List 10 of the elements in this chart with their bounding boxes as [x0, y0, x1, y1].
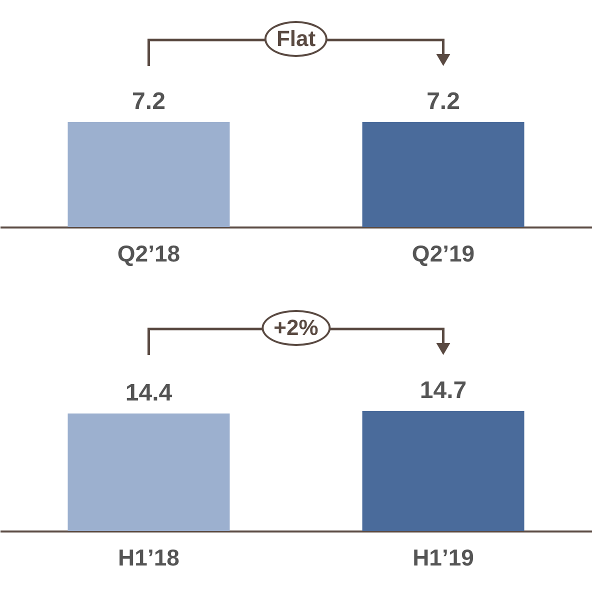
data-label: 7.2 [132, 88, 166, 115]
text: +2% [262, 310, 330, 346]
x-tick-label: H1’19 [412, 544, 474, 570]
data-label: 7.2 [426, 88, 460, 115]
text: Flat [264, 21, 328, 57]
data-label: 14.7 [420, 377, 467, 404]
x-tick-label: Q2’19 [412, 240, 475, 266]
x-tick-label: H1’18 [118, 544, 180, 570]
x-tick-label: Q2’18 [117, 240, 180, 266]
data-label: 14.4 [125, 379, 173, 406]
